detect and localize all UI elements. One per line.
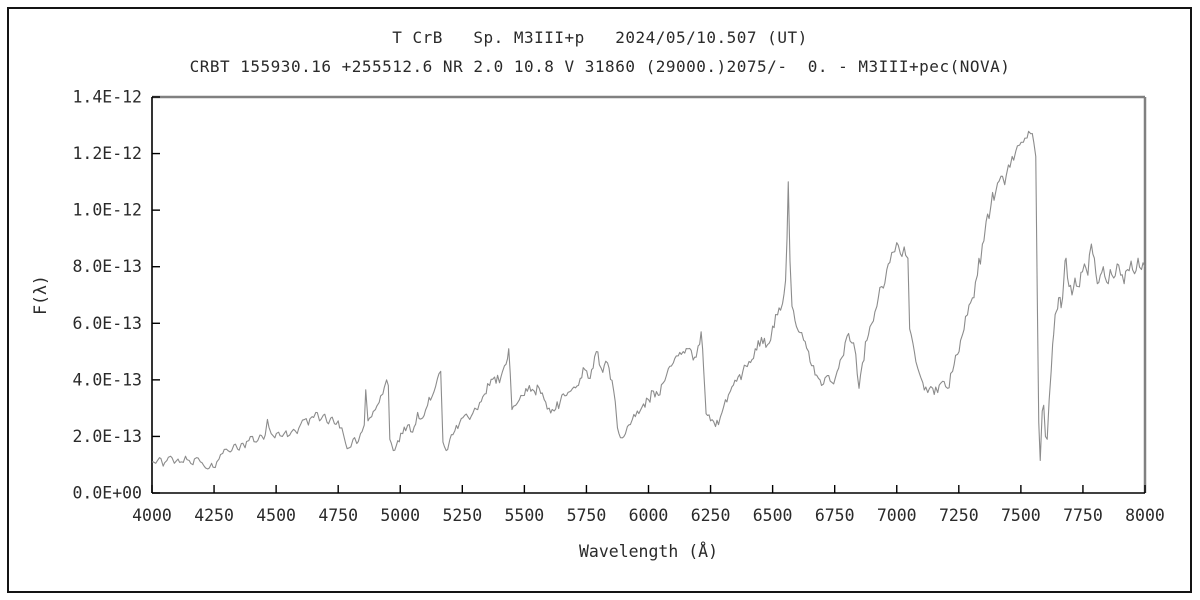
x-axis-tick-label: 5750 (567, 506, 607, 525)
x-axis-tick-label: 5500 (505, 506, 545, 525)
x-axis-tick-label: 6250 (691, 506, 731, 525)
y-axis-title: F(λ) (31, 275, 50, 315)
x-axis-tick-label: 4750 (318, 506, 358, 525)
chart-title: T CrB Sp. M3III+p 2024/05/10.507 (UT) (392, 28, 808, 47)
x-axis-tick-label: 6500 (753, 506, 793, 525)
x-axis-tick-label: 7000 (877, 506, 917, 525)
x-axis-tick-label: 8000 (1125, 506, 1165, 525)
y-axis-tick-label: 1.4E-12 (72, 88, 142, 107)
y-axis-tick-label: 6.0E-13 (72, 314, 142, 333)
x-axis-tick-label: 7750 (1063, 506, 1103, 525)
x-axis-tick-label: 4250 (194, 506, 234, 525)
x-axis-tick-label: 6750 (815, 506, 855, 525)
y-axis-tick-label: 2.0E-13 (72, 427, 142, 446)
chart-subtitle: CRBT 155930.16 +255512.6 NR 2.0 10.8 V 3… (189, 57, 1011, 76)
y-axis-tick-label: 8.0E-13 (72, 257, 142, 276)
x-axis-tick-label: 6000 (629, 506, 669, 525)
x-axis-tick-label: 4500 (256, 506, 296, 525)
x-axis-tick-label: 7500 (1001, 506, 1041, 525)
y-axis-tick-label: 1.2E-12 (72, 144, 142, 163)
x-axis-tick-label: 5250 (442, 506, 482, 525)
y-axis-tick-label: 0.0E+00 (72, 484, 142, 503)
spectrum-line (151, 130, 1146, 470)
y-axis-tick-label: 4.0E-13 (72, 370, 142, 389)
x-axis-title: Wavelength (Å) (579, 542, 718, 561)
x-axis-tick-label: 7250 (939, 506, 979, 525)
x-axis-tick-label: 4000 (132, 506, 172, 525)
y-axis-tick-label: 1.0E-12 (72, 201, 142, 220)
x-axis-tick-label: 5000 (380, 506, 420, 525)
image-outer-border (7, 7, 1192, 593)
